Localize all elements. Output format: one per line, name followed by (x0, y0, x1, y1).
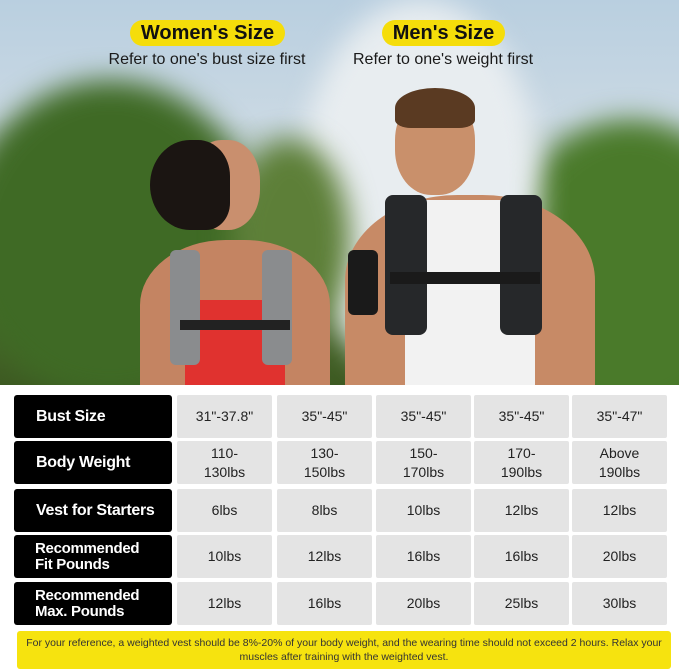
table-cell: 35"-45" (277, 395, 372, 438)
table-cell: 31"-37.8" (177, 395, 272, 438)
table-cell: 16lbs (277, 582, 372, 625)
row-label: Recommended Max. Pounds (14, 582, 172, 625)
table-cell: 16lbs (474, 535, 569, 578)
table-cell: 12lbs (177, 582, 272, 625)
table-cell: 150- 170lbs (376, 441, 471, 484)
row-label: Recommended Fit Pounds (14, 535, 172, 578)
row-label: Body Weight (14, 441, 172, 484)
table-cell: Above 190lbs (572, 441, 667, 484)
table-cell: 170- 190lbs (474, 441, 569, 484)
table-cell: 20lbs (572, 535, 667, 578)
product-photo: Women's Size Refer to one's bust size fi… (0, 0, 679, 385)
womens-size-title: Women's Size (130, 20, 285, 46)
womens-size-subtitle: Refer to one's bust size first (108, 51, 306, 68)
table-cell: 110- 130lbs (177, 441, 272, 484)
table-cell: 20lbs (376, 582, 471, 625)
table-cell: 35"-45" (376, 395, 471, 438)
table-cell: 30lbs (572, 582, 667, 625)
table-cell: 12lbs (572, 489, 667, 532)
table-cell: 16lbs (376, 535, 471, 578)
table-cell: 25lbs (474, 582, 569, 625)
table-cell: 12lbs (277, 535, 372, 578)
table-cell: 10lbs (177, 535, 272, 578)
table-cell: 130- 150lbs (277, 441, 372, 484)
table-cell: 10lbs (376, 489, 471, 532)
table-cell: 6lbs (177, 489, 272, 532)
mens-size-subtitle: Refer to one's weight first (352, 51, 534, 68)
row-label: Vest for Starters (14, 489, 172, 532)
row-label: Bust Size (14, 395, 172, 438)
table-cell: 12lbs (474, 489, 569, 532)
table-cell: 35"-47" (572, 395, 667, 438)
reference-note: For your reference, a weighted vest shou… (17, 631, 671, 669)
table-cell: 35"-45" (474, 395, 569, 438)
table-cell: 8lbs (277, 489, 372, 532)
mens-size-title: Men's Size (382, 20, 505, 46)
